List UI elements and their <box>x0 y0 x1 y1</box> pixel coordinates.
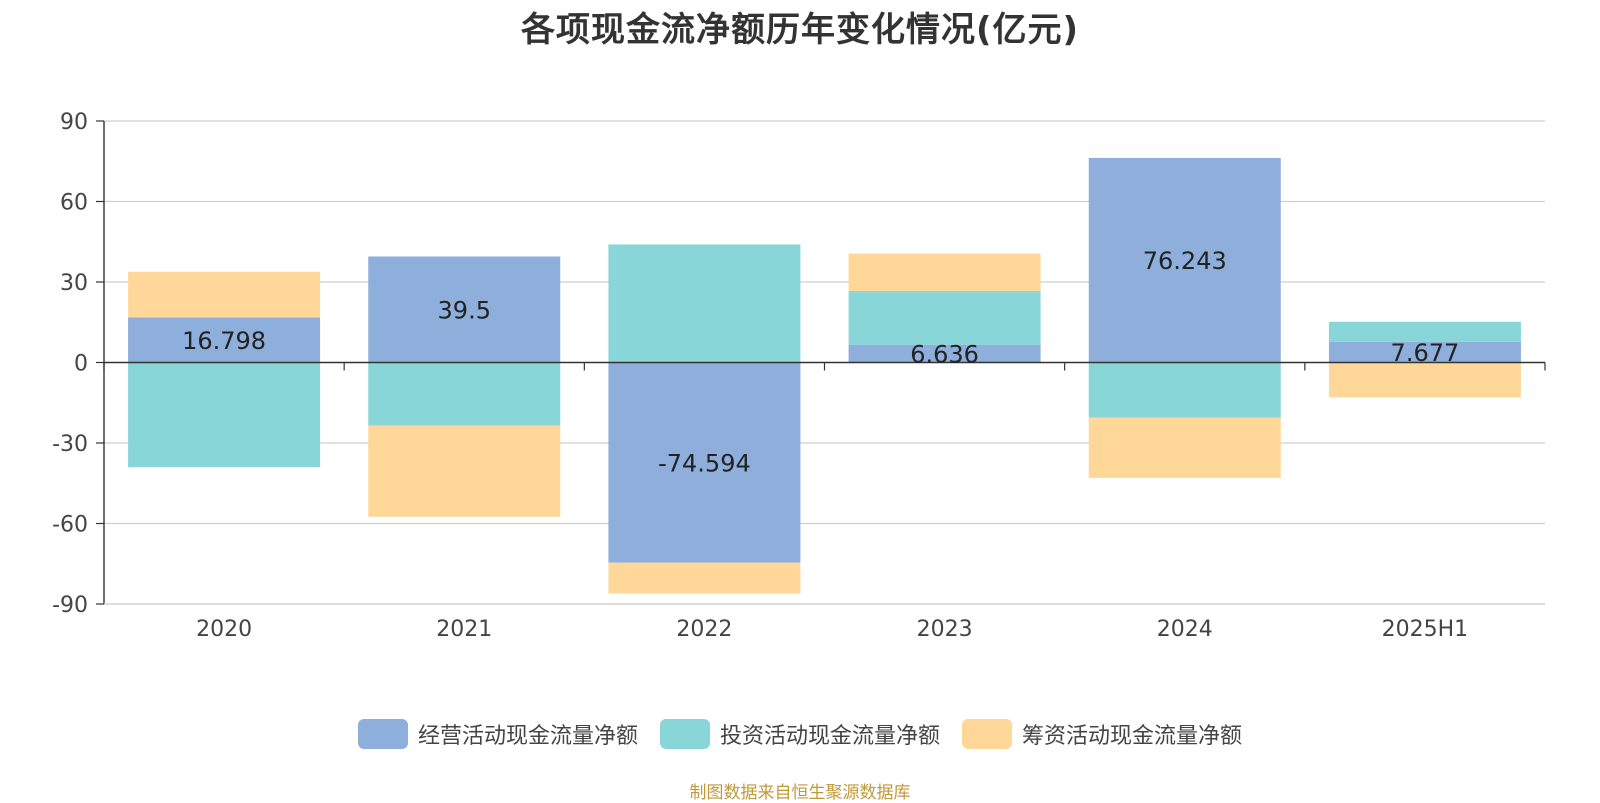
x-tick-label: 2020 <box>196 617 252 642</box>
y-tick-label: 90 <box>60 110 88 135</box>
y-tick-label: -30 <box>52 432 88 457</box>
legend-swatch-investing <box>659 719 710 749</box>
data-label: 6.636 <box>910 341 979 369</box>
bar-2022-series-2[interactable] <box>608 562 801 594</box>
bar-2022-series-1[interactable] <box>608 244 801 363</box>
axes <box>96 120 1546 605</box>
legend-label-operating: 经营活动现金流量净额 <box>417 724 638 749</box>
bar-2021-series-2[interactable] <box>368 425 561 517</box>
legend-item-investing[interactable]: 投资活动现金流量净额 <box>659 718 940 750</box>
tick-labels: 90 60 30 0 -30 -60 -90 2020 2021 2022 2023 2024 2025… <box>52 110 1468 642</box>
bar-2025H1-series-2[interactable] <box>1328 362 1521 398</box>
legend: 经营活动现金流量净额 投资活动现金流量净额 筹资活动现金流量净额 <box>0 718 1600 750</box>
legend-item-operating[interactable]: 经营活动现金流量净额 <box>357 718 638 750</box>
y-tick-label: 0 <box>74 352 88 377</box>
data-label: 16.798 <box>182 327 266 355</box>
x-tick-label: 2022 <box>676 617 732 642</box>
bar-2023-series-0[interactable] <box>848 344 1041 363</box>
y-tick-label: -60 <box>52 513 88 538</box>
bar-2021-series-1[interactable] <box>368 362 561 426</box>
y-tick-label: 30 <box>60 271 88 296</box>
bar-2024-series-2[interactable] <box>1088 417 1281 478</box>
bar-2020-series-0[interactable] <box>128 317 321 363</box>
bar-2024-series-0[interactable] <box>1088 157 1281 363</box>
data-label: 7.677 <box>1391 339 1460 367</box>
chart-title: 各项现金流净额历年变化情况(亿元) <box>520 10 1080 50</box>
y-tick-label: 60 <box>60 191 88 216</box>
legend-label-investing: 投资活动现金流量净额 <box>719 724 940 749</box>
data-label: 39.5 <box>438 297 491 325</box>
stacked-bar-chart: 90 60 30 0 -30 -60 -90 2020 2021 2022 2023 2024 2025… <box>52 110 1546 642</box>
bar-2025H1-series-0[interactable] <box>1328 341 1521 363</box>
data-source-note: 制图数据来自恒生聚源数据库 <box>689 783 911 803</box>
bar-2020-series-1[interactable] <box>128 362 321 468</box>
bars <box>128 157 1521 594</box>
data-label: 76.243 <box>1143 247 1227 275</box>
bar-2024-series-1[interactable] <box>1088 362 1281 418</box>
x-tick-label: 2021 <box>436 617 492 642</box>
legend-swatch-financing <box>962 719 1012 749</box>
data-label: -74.594 <box>658 450 751 478</box>
x-tick-label: 2023 <box>917 617 973 642</box>
bar-2025H1-series-1[interactable] <box>1328 321 1521 342</box>
y-tick-label: -90 <box>52 593 88 618</box>
data-labels: 16.798 39.5 -74.594 6.636 76.243 7.677 <box>182 247 1459 477</box>
x-tick-label: 2024 <box>1157 617 1213 642</box>
bar-2023-series-1[interactable] <box>848 291 1041 345</box>
bar-2022-series-0[interactable] <box>608 362 801 563</box>
legend-label-financing: 筹资活动现金流量净额 <box>1022 724 1243 749</box>
bar-2020-series-2[interactable] <box>128 271 321 318</box>
bar-2023-series-2[interactable] <box>848 253 1041 292</box>
legend-swatch-operating <box>357 719 408 749</box>
x-tick-label: 2025H1 <box>1382 617 1469 642</box>
legend-item-financing[interactable]: 筹资活动现金流量净额 <box>962 718 1242 750</box>
bar-2021-series-0[interactable] <box>368 256 561 363</box>
